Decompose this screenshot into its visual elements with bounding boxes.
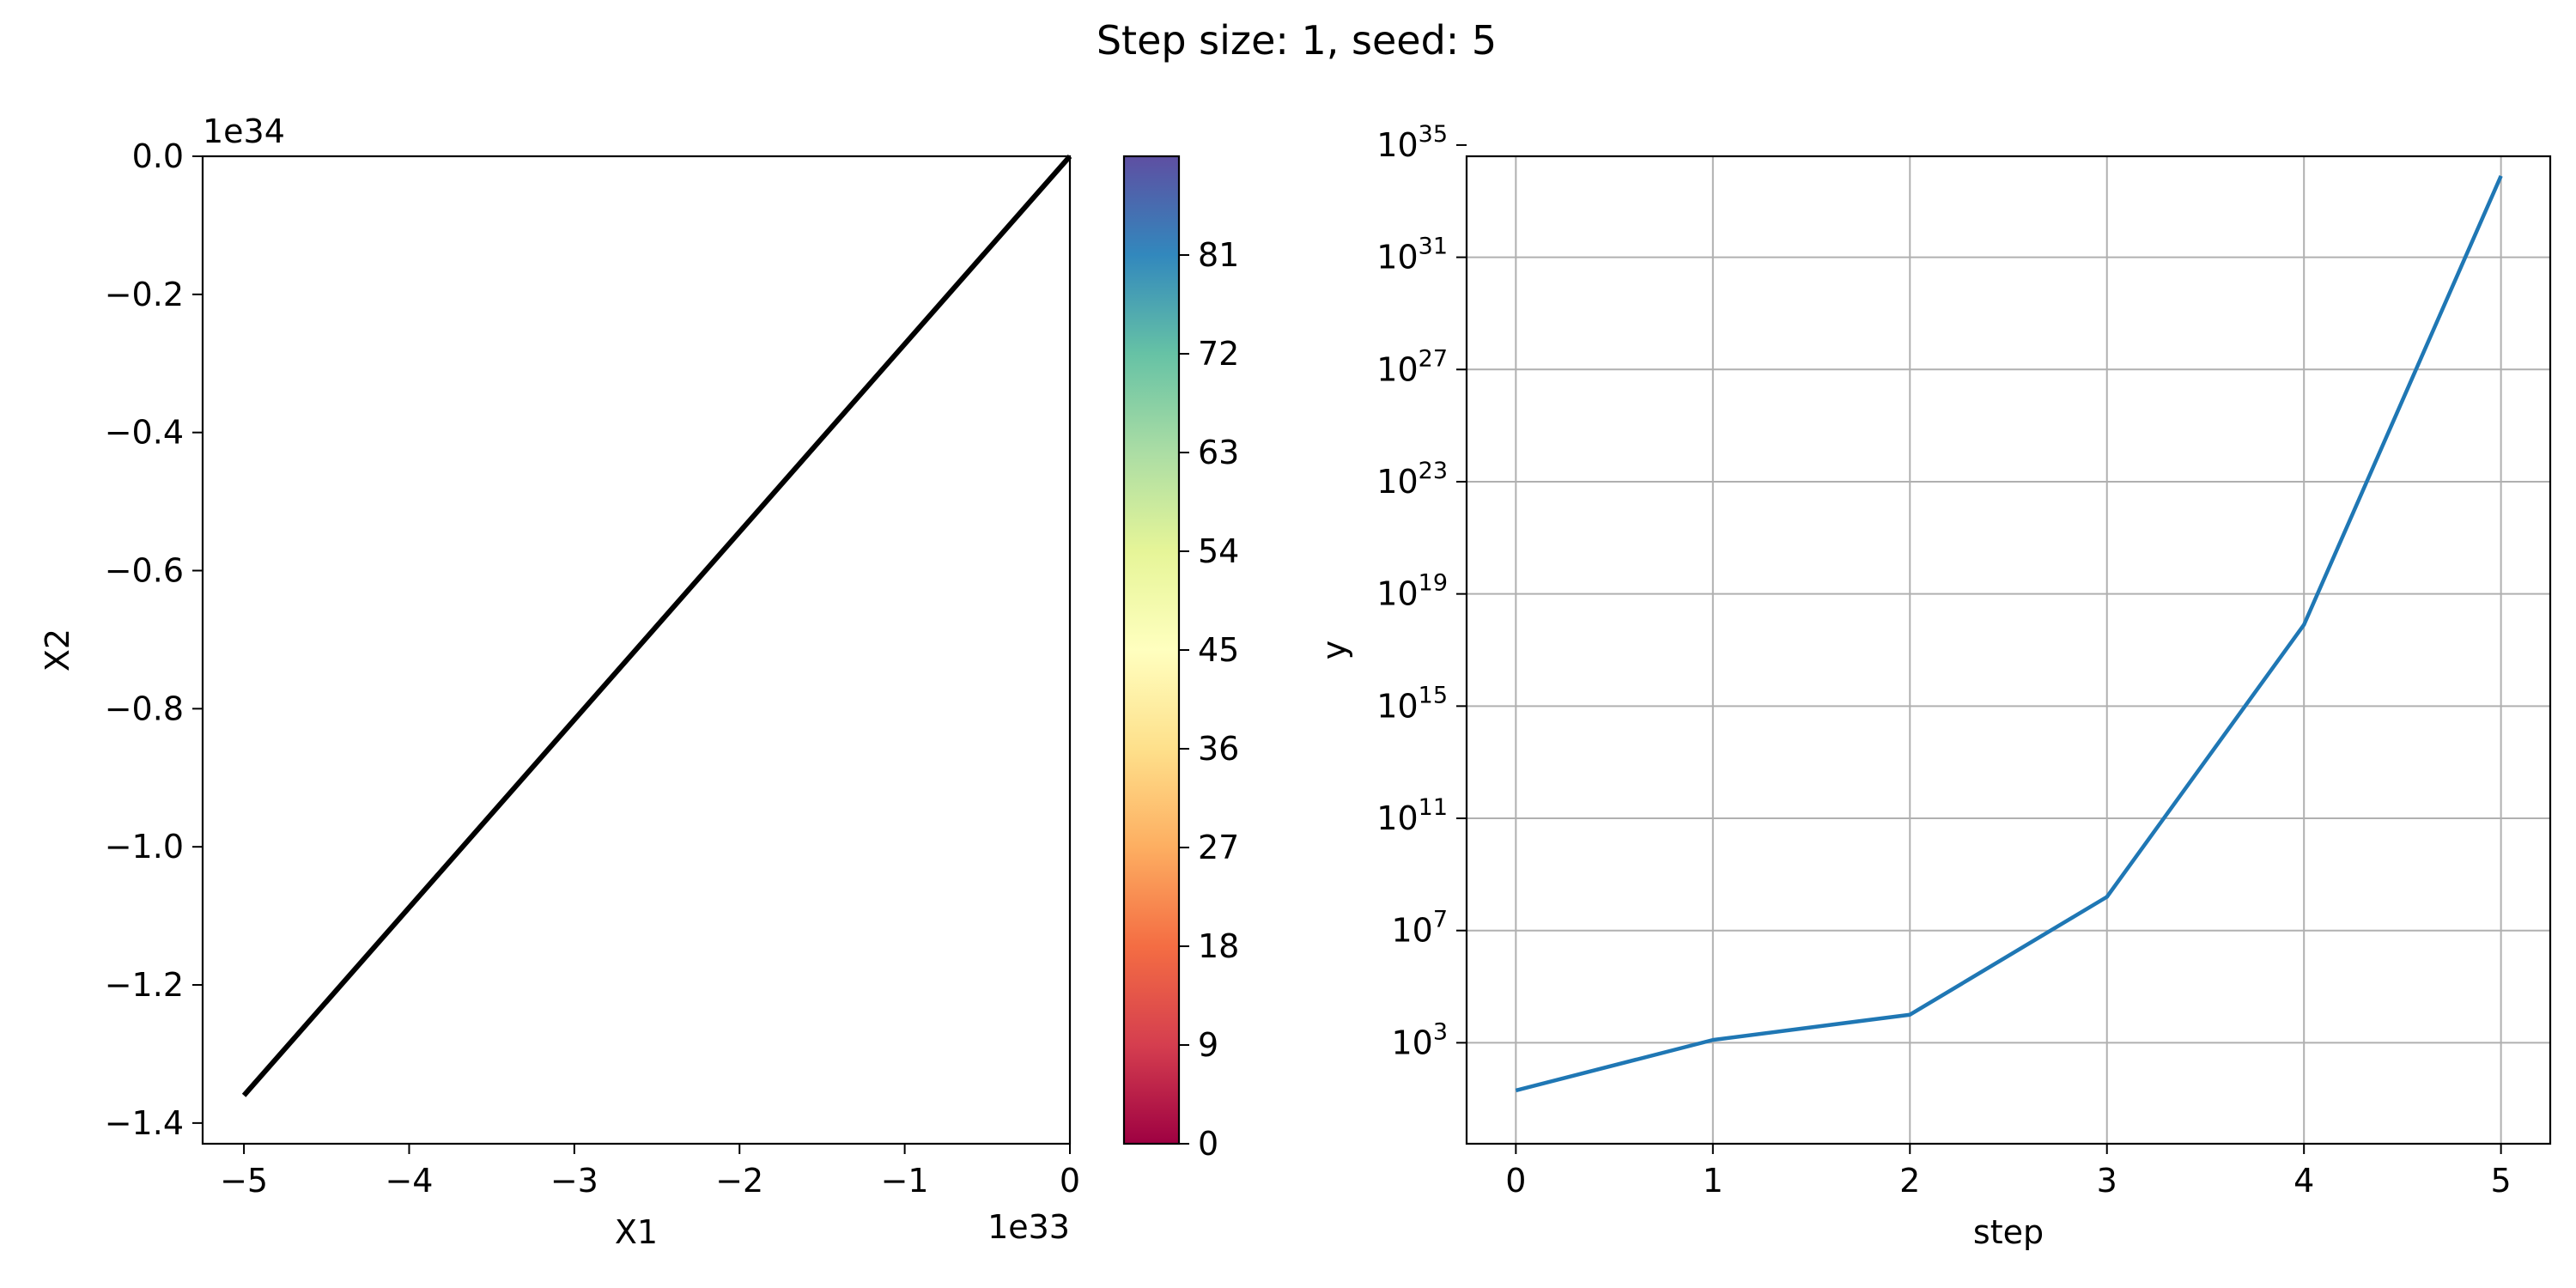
log-series <box>1515 174 2503 1093</box>
colorbar-tick-label: 18 <box>1198 927 1239 965</box>
x-tick-label: −4 <box>385 1162 433 1200</box>
log-axes-frame <box>1465 155 2552 1145</box>
step-tick-label: 1 <box>1703 1162 1723 1200</box>
y-axis-label: X2 <box>39 629 76 671</box>
log-y-tick-label: 1023 <box>1376 458 1448 501</box>
log-grid <box>1467 156 2550 1144</box>
log-y-tick-label: 107 <box>1391 907 1448 950</box>
x-tick-label: −1 <box>881 1162 929 1200</box>
colorbar-tick-label: 27 <box>1198 829 1239 866</box>
colorbar-tick-label: 45 <box>1198 631 1239 669</box>
x-offset-label: 1e33 <box>987 1208 1070 1246</box>
colorbar-tick-label: 36 <box>1198 730 1239 768</box>
colorbar-tick-label: 63 <box>1198 434 1239 471</box>
y-tick-label: −0.4 <box>105 414 184 452</box>
log-y-tick-label: 1031 <box>1376 234 1448 276</box>
colorbar-gradient <box>1124 156 1179 1144</box>
step-tick-label: 4 <box>2293 1162 2314 1200</box>
x-tick-label: −3 <box>550 1162 598 1200</box>
colorbar-tick-label: 0 <box>1198 1125 1218 1163</box>
colorbar-tick-label: 81 <box>1198 236 1239 274</box>
log-y-tick-label: 1027 <box>1376 345 1448 388</box>
log-y-tick-label: 1035 <box>1376 121 1448 164</box>
y-offset-label: 1e34 <box>203 112 285 150</box>
colorbar-ticks: 0 9 18 27 36 45 54 63 72 81 <box>1179 236 1239 1163</box>
colorbar-tick-label: 72 <box>1198 335 1239 373</box>
log-y-ticks: 103 107 1011 1015 1019 1023 1027 1031 1035 <box>1376 121 1467 1061</box>
y-series-line <box>1515 174 2503 1093</box>
log-y-tick-label: 1015 <box>1376 682 1448 725</box>
y-tick-label: −1.2 <box>105 966 184 1004</box>
log-x-ticks: 0 1 2 3 4 5 <box>1505 1144 2512 1200</box>
trajectory-axes-frame <box>201 155 1072 1145</box>
colorbar-tick-label: 9 <box>1198 1026 1218 1064</box>
x-tick-label: −2 <box>715 1162 763 1200</box>
y-tick-label: −1.0 <box>105 828 184 866</box>
trajectory-y-ticks: 0.0 −0.2 −0.4 −0.6 −0.8 −1.0 −1.2 −1.4 <box>105 137 203 1142</box>
step-axis-label: step <box>1973 1213 2044 1251</box>
colorbar: 0 9 18 27 36 45 54 63 72 81 <box>1122 155 1239 1163</box>
x-axis-label: X1 <box>615 1213 658 1251</box>
log-plot-area <box>1467 156 2550 1144</box>
y-tick-label: −0.8 <box>105 690 184 727</box>
figure-title: Step size: 1, seed: 5 <box>1097 17 1497 64</box>
step-tick-label: 0 <box>1505 1162 1526 1200</box>
y-log-axis-label: y <box>1315 641 1353 660</box>
log-y-tick-label: 103 <box>1391 1018 1448 1061</box>
x-tick-label: −5 <box>220 1162 268 1200</box>
step-tick-label: 5 <box>2491 1162 2512 1200</box>
y-tick-label: −0.6 <box>105 552 184 590</box>
x-tick-label: 0 <box>1060 1162 1080 1200</box>
step-tick-label: 2 <box>1899 1162 1920 1200</box>
step-tick-label: 3 <box>2097 1162 2117 1200</box>
trajectory-x-ticks: −5 −4 −3 −2 −1 0 <box>220 1144 1080 1200</box>
trajectory-line <box>241 155 1072 1097</box>
y-tick-label: −1.4 <box>105 1104 184 1142</box>
log-y-tick-label: 1019 <box>1376 570 1448 613</box>
y-tick-label: −0.2 <box>105 276 184 313</box>
colorbar-tick-label: 54 <box>1198 532 1239 570</box>
log-y-tick-label: 1011 <box>1376 794 1448 837</box>
y-tick-label: 0.0 <box>132 137 184 175</box>
trajectory-panel: −5 −4 −3 −2 −1 0 0.0 −0.2 −0.4 −0.6 −0.8 −1.0 −1.2 −… <box>39 112 1080 1251</box>
trajectory-series <box>241 155 1072 1097</box>
